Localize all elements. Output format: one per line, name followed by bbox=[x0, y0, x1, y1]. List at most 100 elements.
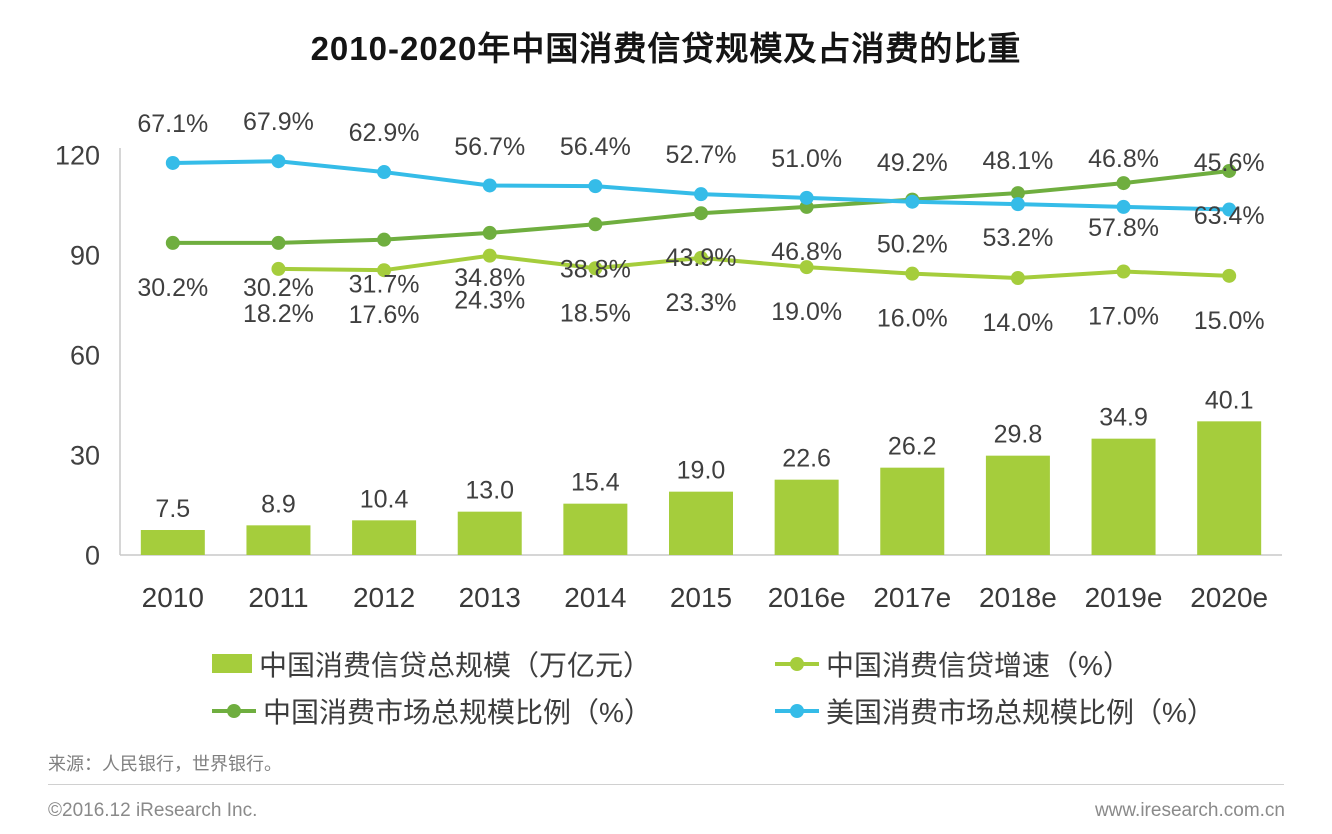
line-marker bbox=[1010, 197, 1025, 212]
china-ratio-label: 43.9% bbox=[666, 244, 737, 272]
china-ratio-label: 30.2% bbox=[243, 274, 314, 302]
combo-chart: 0 30 60 90 120 2010 2011 2012 2013 2014 2015 2016e 2… bbox=[55, 108, 1282, 613]
growth-rate-label: 18.5% bbox=[560, 299, 631, 327]
website-url: www.iresearch.com.cn bbox=[1094, 800, 1285, 821]
growth-rate-label: 19.0% bbox=[771, 298, 842, 326]
us-ratio-label: 62.9% bbox=[349, 119, 420, 147]
line-marker bbox=[377, 263, 392, 278]
x-axis-label: 2010 bbox=[142, 582, 204, 613]
us-ratio-label: 48.1% bbox=[982, 147, 1053, 175]
us-ratio-label: 49.2% bbox=[877, 149, 948, 177]
line-marker bbox=[1010, 271, 1025, 285]
bar-value-label: 15.4 bbox=[571, 469, 620, 497]
x-axis-label: 2017e bbox=[873, 582, 951, 613]
bar-value-label: 22.6 bbox=[782, 445, 831, 473]
x-axis-label: 2011 bbox=[248, 582, 308, 613]
us-ratio-label: 56.7% bbox=[454, 133, 525, 161]
y-axis-label: 60 bbox=[70, 341, 100, 371]
china-ratio-label: 30.2% bbox=[137, 274, 208, 302]
line-marker bbox=[165, 155, 180, 170]
line-marker bbox=[1116, 199, 1131, 214]
y-axis-label: 90 bbox=[70, 241, 100, 271]
bar bbox=[880, 467, 945, 555]
line-marker bbox=[1222, 202, 1237, 217]
bar bbox=[1197, 421, 1262, 555]
line-marker bbox=[482, 178, 497, 193]
line-marker bbox=[1222, 268, 1237, 283]
us-ratio-label: 67.1% bbox=[137, 110, 208, 138]
bar bbox=[246, 525, 311, 555]
y-axis-label: 30 bbox=[70, 441, 100, 471]
chart-title: 2010-2020年中国消费信贷规模及占消费的比重 bbox=[310, 30, 1022, 67]
china-ratio-label: 57.8% bbox=[1088, 214, 1159, 242]
bar bbox=[774, 479, 839, 555]
legend-item-credit-scale: 中国消费信贷总规模（万亿元） bbox=[212, 644, 775, 684]
bar-value-label: 19.0 bbox=[677, 457, 726, 485]
legend-label-us-ratio: 美国消费市场总规模比例（%） bbox=[826, 696, 1215, 728]
growth-rate-label: 17.0% bbox=[1088, 303, 1159, 331]
x-axis-label: 2016e bbox=[768, 582, 846, 613]
footer-bar: ©2016.12 iResearch Inc. www.iresearch.co… bbox=[48, 800, 1285, 822]
line-marker bbox=[377, 165, 392, 180]
line-marker bbox=[377, 232, 392, 247]
line-marker bbox=[482, 248, 497, 263]
bar-value-label: 40.1 bbox=[1205, 386, 1254, 414]
x-axis-label: 2012 bbox=[353, 582, 415, 613]
line-marker bbox=[271, 261, 286, 276]
x-axis-label: 2019e bbox=[1085, 582, 1163, 613]
line-marker bbox=[482, 225, 497, 240]
line-marker bbox=[1222, 163, 1237, 178]
us-ratio-label: 52.7% bbox=[666, 141, 737, 169]
line-marker bbox=[165, 235, 180, 250]
bar bbox=[1091, 438, 1156, 555]
source-note: 来源：人民银行，世界银行。 bbox=[48, 754, 282, 774]
china-ratio-label: 34.8% bbox=[454, 264, 525, 292]
us-ratio-label: 56.4% bbox=[560, 133, 631, 161]
growth-rate-label: 15.0% bbox=[1194, 307, 1265, 335]
china-ratio-label: 50.2% bbox=[877, 231, 948, 259]
x-axis-label: 2020e bbox=[1190, 582, 1268, 613]
line-marker bbox=[694, 187, 708, 202]
us-ratio-label: 45.6% bbox=[1194, 149, 1265, 177]
line-marker bbox=[588, 261, 603, 276]
bar-value-label: 13.0 bbox=[465, 477, 514, 505]
y-axis-label: 120 bbox=[55, 141, 100, 171]
china-ratio-label: 38.8% bbox=[560, 255, 631, 283]
line-marker bbox=[271, 235, 286, 250]
legend-label-credit-scale: 中国消费信贷总规模（万亿元） bbox=[259, 649, 652, 681]
growth-rate-label: 18.2% bbox=[243, 300, 314, 328]
bar bbox=[669, 491, 733, 555]
us-ratio-label: 67.9% bbox=[243, 108, 314, 136]
bar-value-label: 26.2 bbox=[888, 433, 937, 461]
growth-rate-label: 17.6% bbox=[349, 301, 420, 329]
x-axis-label: 2013 bbox=[459, 582, 521, 613]
line-swatch-icon bbox=[775, 701, 819, 721]
bar-swatch-icon bbox=[212, 654, 252, 673]
legend-item-us-ratio: 美国消费市场总规模比例（%） bbox=[775, 691, 1215, 731]
bar bbox=[140, 530, 205, 555]
legend-item-china-ratio: 中国消费市场总规模比例（%） bbox=[212, 691, 775, 731]
x-axis-label: 2015 bbox=[670, 582, 732, 613]
chart-legend: 中国消费信贷总规模（万亿元） 中国消费信贷增速（%） 中国消费市场总规模比例（%… bbox=[212, 640, 1215, 734]
bar-value-label: 29.8 bbox=[994, 421, 1043, 449]
legend-item-credit-growth: 中国消费信贷增速（%） bbox=[775, 644, 1131, 684]
bar-value-label: 7.5 bbox=[155, 495, 190, 523]
line-marker bbox=[1116, 176, 1131, 191]
legend-row-2: 中国消费市场总规模比例（%） 美国消费市场总规模比例（%） bbox=[212, 687, 1215, 734]
bar bbox=[352, 520, 417, 555]
china-ratio-label: 53.2% bbox=[982, 224, 1053, 252]
x-axis-label: 2018e bbox=[979, 582, 1057, 613]
line-swatch-icon bbox=[212, 701, 256, 721]
bar bbox=[457, 511, 522, 555]
line-marker bbox=[905, 266, 920, 281]
growth-rate-label: 16.0% bbox=[877, 305, 948, 333]
growth-rate-label: 23.3% bbox=[666, 289, 737, 317]
line-marker bbox=[694, 206, 708, 221]
growth-rate-label: 14.0% bbox=[982, 309, 1053, 337]
line-marker bbox=[271, 154, 286, 169]
line-marker bbox=[799, 190, 814, 205]
line-marker bbox=[905, 194, 920, 209]
legend-label-china-ratio: 中国消费市场总规模比例（%） bbox=[263, 696, 652, 728]
y-axis-label: 0 bbox=[85, 541, 100, 571]
